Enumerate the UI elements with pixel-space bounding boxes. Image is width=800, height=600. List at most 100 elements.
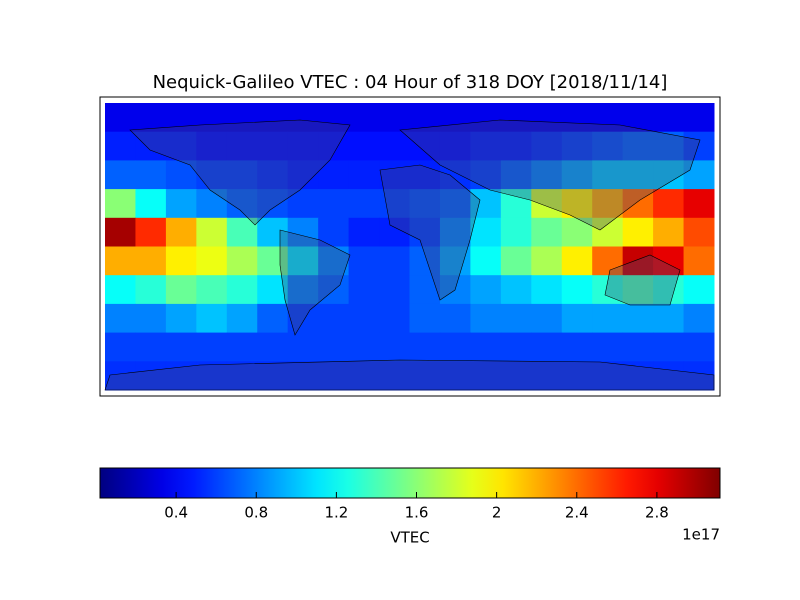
heat-cell — [196, 303, 228, 334]
map-frame — [99, 96, 721, 397]
heat-cell — [592, 303, 624, 334]
heat-cell — [439, 303, 471, 334]
heat-cell — [318, 303, 350, 334]
heat-cell — [409, 361, 441, 391]
heat-cell — [592, 332, 624, 362]
heat-cell — [470, 303, 502, 334]
heat-cell — [500, 131, 532, 161]
heat-cell — [135, 103, 167, 133]
heat-cell — [165, 246, 197, 276]
heat-cell — [318, 131, 350, 161]
heat-cell — [318, 275, 350, 305]
heat-cell — [561, 189, 593, 219]
heat-cell — [379, 303, 410, 334]
heat-cell — [622, 131, 654, 161]
heat-cell — [500, 103, 532, 133]
heat-cell — [379, 361, 410, 391]
heat-cell — [105, 160, 136, 190]
heat-cell — [531, 103, 563, 133]
heat-cell — [683, 361, 715, 391]
heat-cell — [653, 275, 685, 305]
heat-cell — [165, 160, 197, 190]
heat-cell — [105, 217, 136, 247]
heat-cell — [439, 217, 471, 247]
heat-cell — [379, 332, 410, 362]
heat-cell — [165, 332, 197, 362]
heat-cell — [318, 160, 350, 190]
heat-cell — [379, 131, 410, 161]
heat-cell — [561, 160, 593, 190]
colorbar-tick-label: 0.8 — [244, 504, 268, 522]
heat-cell — [135, 217, 167, 247]
heat-cell — [531, 303, 563, 334]
heat-cell — [683, 217, 715, 247]
heat-cell — [165, 217, 197, 247]
heat-cell — [257, 275, 289, 305]
heat-cell — [592, 246, 624, 276]
heat-cell — [622, 246, 654, 276]
heat-cell — [287, 131, 319, 161]
heat-cell — [500, 361, 532, 391]
heat-cell — [592, 189, 624, 219]
colorbar-label: VTEC — [390, 529, 429, 547]
heat-cell — [257, 361, 289, 391]
heat-cell — [318, 361, 350, 391]
heat-cell — [379, 246, 410, 276]
heat-cell — [196, 189, 228, 219]
colorbar-tick-label: 2.4 — [565, 504, 589, 522]
heat-cell — [561, 217, 593, 247]
heat-cell — [318, 103, 350, 133]
heat-cell — [409, 160, 441, 190]
heat-cell — [439, 275, 471, 305]
heat-cell — [683, 246, 715, 276]
heat-cell — [226, 246, 258, 276]
heat-cell — [622, 275, 654, 305]
heat-cell — [592, 160, 624, 190]
heat-cell — [165, 189, 197, 219]
heat-cell — [622, 217, 654, 247]
heat-cell — [348, 131, 380, 161]
heat-cell — [105, 303, 136, 334]
heat-cell — [318, 217, 350, 247]
heat-cell — [287, 275, 319, 305]
heat-cell — [622, 103, 654, 133]
heat-cell — [592, 361, 624, 391]
heat-cell — [622, 189, 654, 219]
heat-cell — [470, 332, 502, 362]
heat-cell — [226, 275, 258, 305]
heat-cell — [561, 131, 593, 161]
heat-cell — [531, 246, 563, 276]
heat-cell — [683, 275, 715, 305]
heat-cell — [531, 332, 563, 362]
heat-cell — [318, 246, 350, 276]
heat-cell — [561, 246, 593, 276]
heat-cell — [500, 246, 532, 276]
heat-cell — [196, 160, 228, 190]
heat-cell — [439, 103, 471, 133]
heat-cell — [287, 160, 319, 190]
heat-cell — [348, 275, 380, 305]
heat-cell — [287, 361, 319, 391]
colorbar-tick-label: 0.4 — [164, 504, 188, 522]
heat-cell — [287, 189, 319, 219]
colorbar-tick-label: 1.6 — [405, 504, 429, 522]
heat-cell — [226, 303, 258, 334]
heat-cell — [257, 103, 289, 133]
heat-cell — [257, 303, 289, 334]
heat-cell — [653, 160, 685, 190]
heat-cell — [226, 131, 258, 161]
heat-cell — [287, 103, 319, 133]
heat-cell — [409, 332, 441, 362]
heat-cell — [531, 275, 563, 305]
heat-cell — [531, 189, 563, 219]
heat-cell — [409, 131, 441, 161]
heat-cell — [348, 217, 380, 247]
heat-cell — [196, 332, 228, 362]
heat-cell — [105, 275, 136, 305]
heat-cell — [653, 103, 685, 133]
heat-cell — [592, 275, 624, 305]
heat-cell — [531, 160, 563, 190]
heat-cell — [257, 332, 289, 362]
heat-cell — [135, 275, 167, 305]
